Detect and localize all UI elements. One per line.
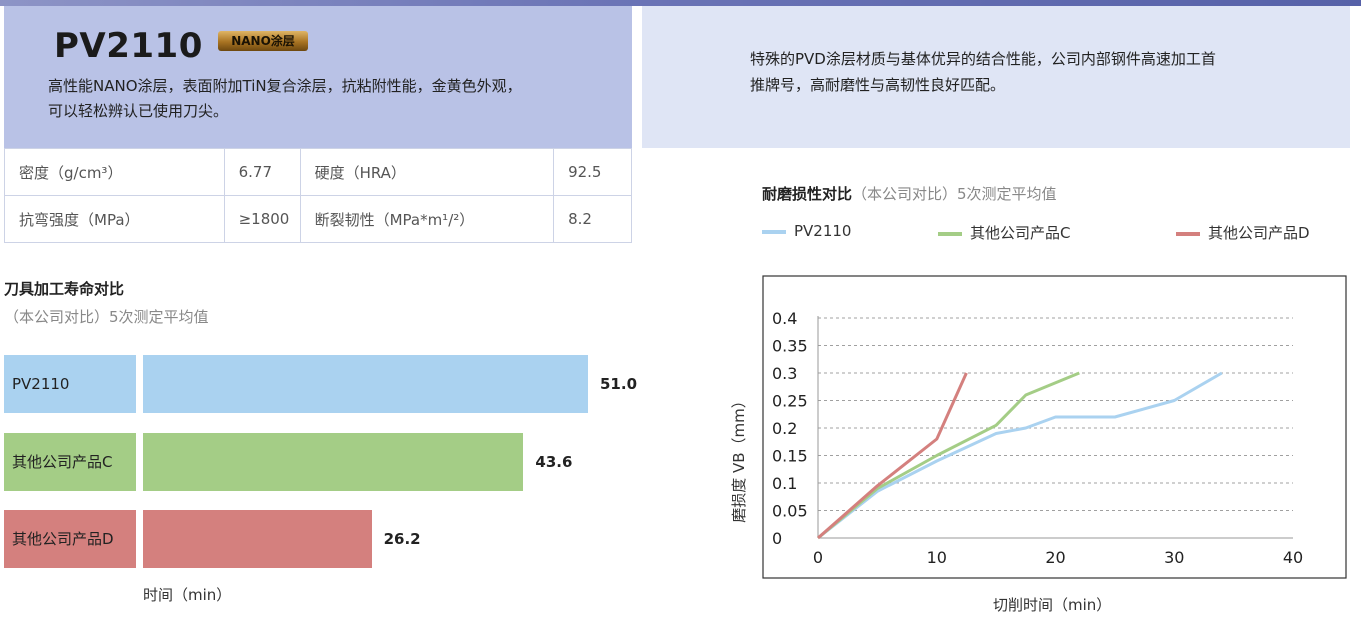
wear-chart-subtitle: （本公司对比）5次测定平均值 xyxy=(852,185,1057,203)
legend-item-product-d: 其他公司产品D xyxy=(1176,222,1310,244)
x-tick-label: 30 xyxy=(1164,548,1184,567)
feature-description-line-2: 推牌号，高耐磨性与高韧性良好匹配。 xyxy=(750,76,1006,94)
legend-swatch xyxy=(762,229,786,234)
product-description: 高性能NANO涂层，表面附加TiN复合涂层，抗粘附性能，金黄色外观， 可以轻松辨… xyxy=(48,74,608,124)
x-tick-label: 40 xyxy=(1283,548,1303,567)
product-header-panel: PV2110 NANO涂层 高性能NANO涂层，表面附加TiN复合涂层，抗粘附性… xyxy=(4,6,632,148)
x-tick-label: 20 xyxy=(1045,548,1065,567)
wear-chart-title: 耐磨损性对比 xyxy=(762,185,853,203)
x-tick-label: 0 xyxy=(813,548,823,567)
bar-value-product-d: 26.2 xyxy=(383,530,421,548)
series-line-product-d xyxy=(817,372,968,540)
tool-life-chart-subtitle: （本公司对比）5次测定平均值 xyxy=(4,308,209,326)
series-line-product-c xyxy=(817,371,1080,540)
bar-pv2110 xyxy=(143,355,588,413)
tool-life-x-axis-label: 时间（min） xyxy=(143,586,232,604)
spec-value: 6.77 xyxy=(223,148,301,196)
spec-value: 8.2 xyxy=(553,195,632,243)
bar-value-pv2110: 51.0 xyxy=(600,375,638,393)
chart-frame xyxy=(762,275,1347,579)
wear-x-axis-label: 切削时间（min） xyxy=(993,596,1112,614)
legend-swatch xyxy=(1176,231,1200,236)
table-row: 抗弯强度（MPa） ≥1800 断裂韧性（MPa*m¹/²） 8.2 xyxy=(4,195,632,243)
product-title: PV2110 xyxy=(54,26,203,66)
bar-category-pv2110: PV2110 xyxy=(4,355,136,413)
y-tick-label: 0.3 xyxy=(772,364,797,383)
spec-value: ≥1800 xyxy=(223,195,301,243)
spec-label: 密度（g/cm³） xyxy=(4,148,225,196)
spec-value: 92.5 xyxy=(553,148,632,196)
y-axis-title: 磨损度 VB（mm） xyxy=(730,393,748,523)
tool-life-chart-title: 刀具加工寿命对比 xyxy=(4,280,125,298)
bar-category-product-c: 其他公司产品C xyxy=(4,433,136,491)
feature-panel: 特殊的PVD涂层材质与基体优异的结合性能，公司内部钢件高速加工首 推牌号，高耐磨… xyxy=(642,6,1350,148)
table-row: 密度（g/cm³） 6.77 硬度（HRA） 92.5 xyxy=(4,148,632,196)
legend-item-pv2110: PV2110 xyxy=(762,222,851,244)
y-tick-label: 0.2 xyxy=(772,419,797,438)
wear-line-chart: 0 0.05 0.1 0.15 0.2 0.25 0.3 0.35 0.4 0 10 20 30 40 磨损… xyxy=(730,275,1347,579)
top-accent-bar xyxy=(0,0,1361,6)
spec-label: 硬度（HRA） xyxy=(299,148,555,196)
nano-coating-badge: NANO涂层 xyxy=(218,31,308,51)
feature-description-line-1: 特殊的PVD涂层材质与基体优异的结合性能，公司内部钢件高速加工首 xyxy=(750,50,1216,68)
y-tick-label: 0.05 xyxy=(772,502,808,521)
product-description-line-1: 高性能NANO涂层，表面附加TiN复合涂层，抗粘附性能，金黄色外观， xyxy=(48,77,522,95)
y-tick-label: 0.1 xyxy=(772,474,797,493)
y-tick-label: 0.25 xyxy=(772,392,808,411)
y-tick-label: 0.15 xyxy=(772,447,808,466)
bar-product-c xyxy=(143,433,524,491)
legend-label: PV2110 xyxy=(794,222,852,240)
legend-label: 其他公司产品D xyxy=(1208,224,1310,242)
product-description-line-2: 可以轻松辨认已使用刀尖。 xyxy=(48,102,229,120)
y-tick-label: 0 xyxy=(772,529,782,548)
y-tick-label: 0.35 xyxy=(772,337,808,356)
y-tick-label: 0.4 xyxy=(772,309,797,328)
wear-chart-title-group: 耐磨损性对比（本公司对比）5次测定平均值 xyxy=(762,183,1057,204)
feature-description: 特殊的PVD涂层材质与基体优异的结合性能，公司内部钢件高速加工首 推牌号，高耐磨… xyxy=(750,46,1310,98)
legend-swatch xyxy=(938,231,962,236)
x-tick-label: 10 xyxy=(927,548,947,567)
legend-item-product-c: 其他公司产品C xyxy=(938,222,1070,244)
legend-label: 其他公司产品C xyxy=(970,224,1071,242)
bar-value-product-c: 43.6 xyxy=(535,453,573,471)
series-line-pv2110 xyxy=(817,371,1223,540)
spec-table: 密度（g/cm³） 6.77 硬度（HRA） 92.5 抗弯强度（MPa） ≥1… xyxy=(4,148,632,243)
bar-category-product-d: 其他公司产品D xyxy=(4,510,136,568)
spec-label: 抗弯强度（MPa） xyxy=(4,195,225,243)
bar-product-d xyxy=(143,510,372,568)
spec-label: 断裂韧性（MPa*m¹/²） xyxy=(299,195,555,243)
